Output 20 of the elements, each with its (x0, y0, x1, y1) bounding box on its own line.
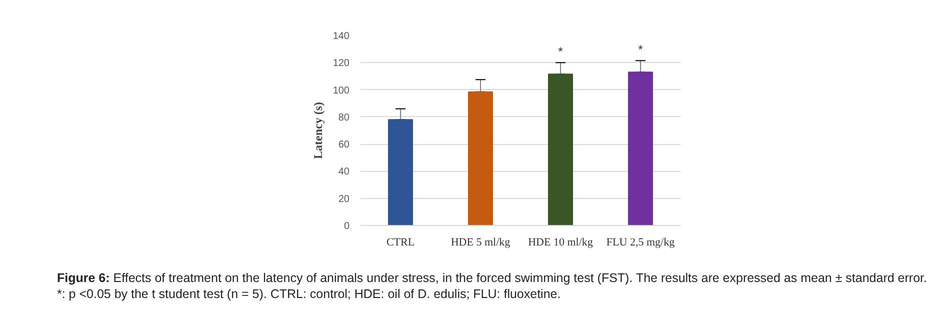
bar (388, 119, 413, 226)
y-tick-label: 120 (332, 58, 350, 70)
x-tick-label: FLU 2,5 mg/kg (606, 236, 676, 248)
bar (548, 74, 573, 226)
x-tick-label: HDE 5 ml/kg (450, 236, 511, 248)
annotation: * (638, 42, 644, 57)
x-tick-label: CTRL (386, 236, 415, 248)
caption: Figure 6: Effects of treatment on the latency of animals under stress, in the forced swimming test (FST). The results are expressed as mean ± standard error. *: p <0.05 by the t student test (n = 5). CTRL: control; HDE: oil of D. edulis; FLU: fluoxetine. (57, 270, 928, 302)
y-tick-label: 80 (338, 112, 350, 124)
bar (628, 72, 653, 226)
annotation: * (558, 44, 564, 59)
y-axis-title: Latency (s) (310, 102, 325, 159)
y-tick-label: 20 (338, 194, 350, 205)
y-tick-label: 100 (332, 85, 350, 96)
y-tick-label: 40 (338, 166, 350, 178)
y-tick-label: 60 (338, 140, 350, 151)
x-tick-label: HDE 10 ml/kg (528, 236, 594, 248)
bar (468, 91, 493, 226)
y-tick-label: 140 (332, 31, 350, 42)
y-tick-label: 0 (344, 221, 350, 232)
